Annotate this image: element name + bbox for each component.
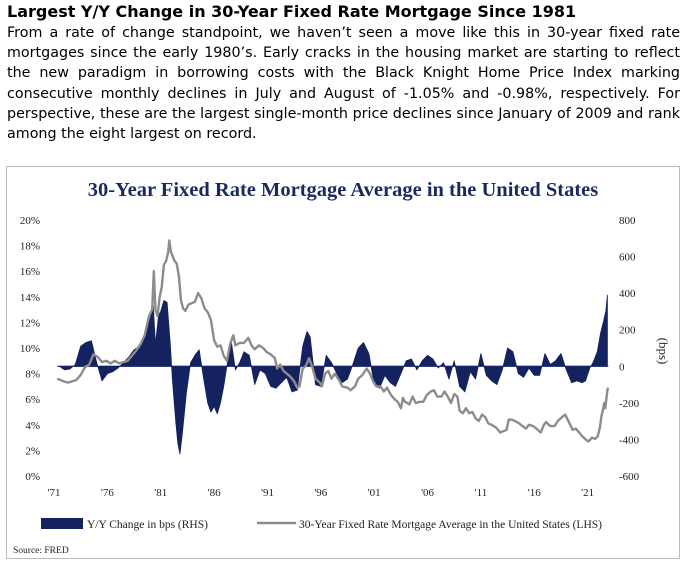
left-tick-label: 20% xyxy=(20,215,40,227)
x-tick-label: '81 xyxy=(154,487,167,499)
left-tick-label: 8% xyxy=(25,369,40,381)
right-axis-ticks: -600 -400 -200 0 200 400 600 800 xyxy=(619,215,640,483)
left-tick-label: 0% xyxy=(25,471,40,483)
chart-svg: 30-Year Fixed Rate Mortgage Average in t… xyxy=(13,179,671,556)
right-tick-label: 400 xyxy=(619,288,636,300)
right-tick-label: 800 xyxy=(619,215,636,227)
right-axis-label: (bps) xyxy=(656,338,671,365)
x-tick-label: '16 xyxy=(528,487,541,499)
left-tick-label: 6% xyxy=(25,394,40,406)
left-tick-label: 10% xyxy=(20,343,40,355)
bars-series xyxy=(58,294,608,455)
left-tick-label: 4% xyxy=(25,420,40,432)
heading: Largest Y/Y Change in 30-Year Fixed Rate… xyxy=(7,2,577,21)
left-tick-label: 12% xyxy=(20,317,40,329)
right-tick-label: -400 xyxy=(619,434,640,446)
right-tick-label: -600 xyxy=(619,471,640,483)
legend-label-bars: Y/Y Change in bps (RHS) xyxy=(87,519,208,531)
x-tick-label: '06 xyxy=(421,487,434,499)
left-tick-label: 16% xyxy=(20,266,40,278)
x-tick-label: '11 xyxy=(475,487,488,499)
rate-line xyxy=(56,239,610,443)
x-axis-ticks: '71 '76 '81 '86 '91 '96 '01 '06 '11 '16 '21 xyxy=(48,487,595,499)
left-tick-label: 18% xyxy=(20,241,40,253)
x-tick-label: '01 xyxy=(368,487,381,499)
right-tick-label: 200 xyxy=(619,325,636,337)
bars-area xyxy=(58,294,608,455)
legend-swatch-bars xyxy=(41,518,83,529)
x-tick-label: '96 xyxy=(314,487,327,499)
x-tick-label: '71 xyxy=(48,487,61,499)
x-tick-label: '91 xyxy=(261,487,274,499)
x-tick-label: '86 xyxy=(208,487,221,499)
right-tick-label: -200 xyxy=(619,398,640,410)
chart-title: 30-Year Fixed Rate Mortgage Average in t… xyxy=(88,179,599,201)
left-tick-label: 14% xyxy=(20,292,40,304)
chart-frame: 30-Year Fixed Rate Mortgage Average in t… xyxy=(6,166,680,559)
source-note: Source: FRED xyxy=(13,546,69,556)
left-axis-ticks: 0% 2% 4% 6% 8% 10% 12% 14% 16% 18% 20% xyxy=(20,215,40,483)
right-tick-label: 0 xyxy=(619,361,625,373)
left-tick-label: 2% xyxy=(25,445,40,457)
paragraph: From a rate of change standpoint, we hav… xyxy=(7,25,680,143)
legend: Y/Y Change in bps (RHS) 30-Year Fixed Ra… xyxy=(41,518,602,531)
right-tick-label: 600 xyxy=(619,252,636,264)
legend-label-line: 30-Year Fixed Rate Mortgage Average in t… xyxy=(299,519,602,531)
x-tick-label: '76 xyxy=(101,487,114,499)
x-tick-label: '21 xyxy=(581,487,594,499)
